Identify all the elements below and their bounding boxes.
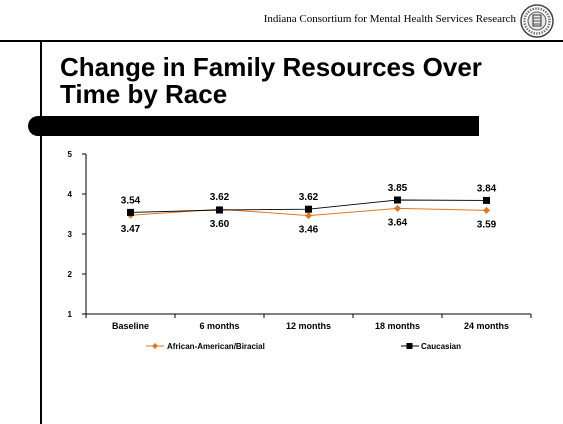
legend-label-caucasian: Caucasian <box>421 342 461 351</box>
data-label-caucasian: 3.60 <box>210 219 230 230</box>
y-tick-label: 3 <box>68 230 73 239</box>
legend-label-african-american: African-American/Biracial <box>167 342 265 351</box>
y-tick-label: 2 <box>68 270 73 279</box>
data-point-caucasian <box>394 196 401 204</box>
data-point-caucasian <box>483 196 490 204</box>
data-point-african-american <box>483 206 490 214</box>
data-label-african-american: 3.46 <box>299 225 319 236</box>
data-label-caucasian: 3.54 <box>121 195 141 206</box>
x-tick-label: 24 months <box>464 321 509 331</box>
data-label-caucasian: 3.84 <box>477 183 497 194</box>
data-point-african-american <box>394 204 401 212</box>
data-point-caucasian <box>216 206 223 214</box>
y-tick-label: 1 <box>68 310 73 319</box>
legend-marker-african-american <box>152 343 158 349</box>
data-label-african-american: 3.62 <box>210 192 230 203</box>
data-point-caucasian <box>127 208 134 216</box>
x-tick-label: 18 months <box>375 321 420 331</box>
x-tick-label: Baseline <box>112 321 149 331</box>
legend-marker-caucasian <box>406 343 413 349</box>
data-label-african-american: 3.59 <box>477 219 497 230</box>
left-rule <box>40 40 42 424</box>
y-tick-label: 5 <box>68 150 73 159</box>
data-label-african-american: 3.64 <box>388 217 408 228</box>
header-rule <box>0 40 563 42</box>
data-label-caucasian: 3.62 <box>299 192 319 203</box>
x-tick-label: 12 months <box>286 321 331 331</box>
university-seal-icon <box>520 4 554 38</box>
data-label-caucasian: 3.85 <box>388 183 408 194</box>
y-tick-label: 4 <box>68 190 73 199</box>
x-tick-label: 6 months <box>199 321 239 331</box>
title-bar <box>28 116 479 136</box>
data-label-african-american: 3.47 <box>121 224 141 235</box>
slide-title: Change in Family Resources Over Time by … <box>60 52 482 109</box>
data-point-caucasian <box>305 205 312 213</box>
data-point-african-american <box>305 212 312 220</box>
org-name: Indiana Consortium for Mental Health Ser… <box>263 13 516 25</box>
